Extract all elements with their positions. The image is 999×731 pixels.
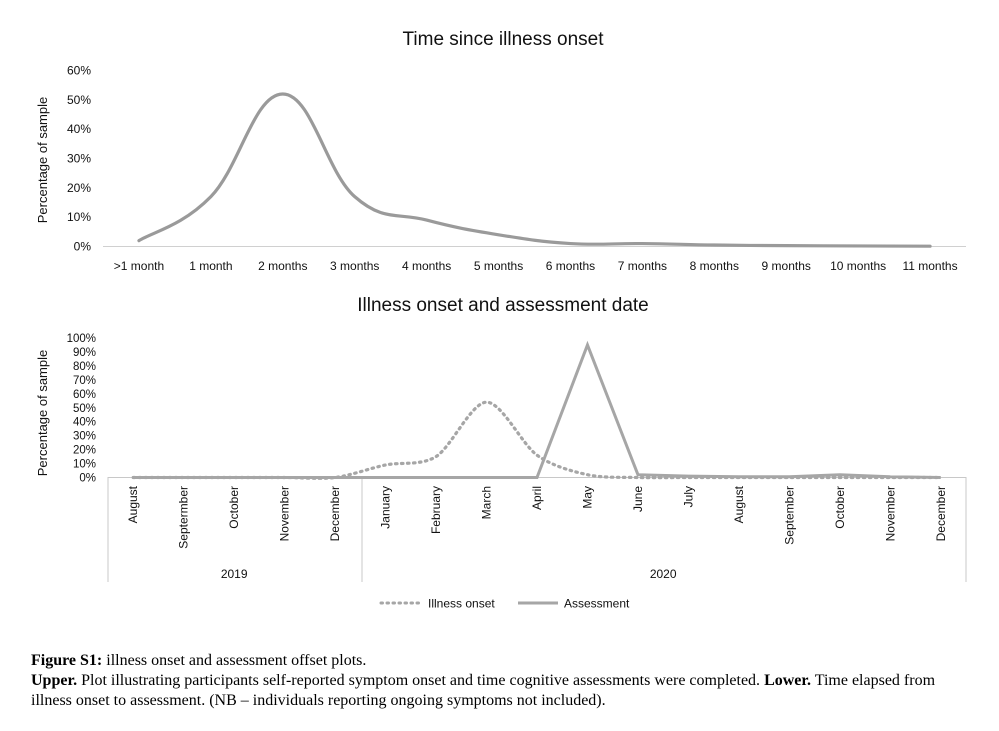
year-group-2020: 2020 xyxy=(650,567,677,581)
lower-x-tick-16-december: December xyxy=(934,486,948,541)
caption-upper-label: Upper. xyxy=(31,672,78,689)
lower-x-tick-14-october: October xyxy=(833,486,847,529)
upper-chart-title: Time since illness onset xyxy=(403,29,605,50)
lower-y-tick-10: 10% xyxy=(73,459,96,471)
upper-y-tick-40: 40% xyxy=(67,122,91,136)
upper-x-tick-11-months: 11 months xyxy=(902,259,957,273)
caption-label: Figure S1: xyxy=(31,652,103,669)
lower-x-tick-5-january: January xyxy=(379,486,393,529)
upper-x-tick-6-months: 6 months xyxy=(546,259,595,273)
lower-x-tick-4-december: December xyxy=(328,486,342,541)
lower-y-tick-90: 90% xyxy=(73,347,96,359)
lower-y-tick-0: 0% xyxy=(79,473,96,485)
upper-x-tick-5-months: 5 months xyxy=(474,259,523,273)
lower-x-tick-1-septermber: Septermber xyxy=(177,486,191,549)
lower-x-tick-7-march: March xyxy=(480,486,494,519)
lower-y-tick-80: 80% xyxy=(73,361,96,373)
upper-x-tick-3-months: 3 months xyxy=(330,259,379,273)
lower-y-tick-50: 50% xyxy=(73,403,96,415)
caption-upper-text: Plot illustrating participants self-repo… xyxy=(77,672,765,689)
lower-y-tick-100: 100% xyxy=(67,333,96,345)
upper-y-tick-30: 30% xyxy=(67,152,91,166)
lower-x-tick-6-february: February xyxy=(429,486,443,534)
lower-chart-title: Illness onset and assessment date xyxy=(357,295,649,316)
lower-x-tick-12-august: August xyxy=(732,485,746,523)
lower-y-tick-40: 40% xyxy=(73,417,96,429)
lower-x-tick-3-november: November xyxy=(278,486,292,541)
lower-x-tick-13-september: September xyxy=(782,486,796,545)
lower-y-axis-label: Percentage of sample xyxy=(35,350,50,476)
upper-x-tick-4-months: 4 months xyxy=(402,259,451,273)
upper-y-tick-20: 20% xyxy=(67,181,91,195)
lower-y-tick-20: 20% xyxy=(73,445,96,457)
assessment-line xyxy=(133,340,941,479)
upper-y-tick-10: 10% xyxy=(67,210,91,224)
lower-x-tick-11-july: July xyxy=(681,486,695,507)
lower-y-tick-70: 70% xyxy=(73,375,96,387)
legend-label-illness-onset: Illness onset xyxy=(428,597,495,611)
lower-x-tick-10-june: June xyxy=(631,486,645,512)
upper-y-tick-0: 0% xyxy=(74,240,92,254)
lower-x-tick-2-october: October xyxy=(227,486,241,529)
upper-x-tick-2-months: 2 months xyxy=(258,259,307,273)
upper-chart: Time since illness onset Percentage of s… xyxy=(35,29,966,273)
upper-x-tick-10-months: 10 months xyxy=(830,259,886,273)
lower-y-tick-30: 30% xyxy=(73,431,96,443)
lower-x-tick-9-may: May xyxy=(580,486,594,509)
caption-lower-text: Time elapsed from illness onset to asses… xyxy=(31,672,936,709)
upper-x-tick-8-months: 8 months xyxy=(690,259,739,273)
upper-x-tick-7-months: 7 months xyxy=(618,259,667,273)
illness-onset-line xyxy=(131,400,943,480)
caption-lower-label: Lower. xyxy=(764,672,812,689)
figure-caption: Figure S1: illness onset and assessment … xyxy=(31,651,966,711)
upper-y-tick-50: 50% xyxy=(67,93,91,107)
lower-y-tick-60: 60% xyxy=(73,389,96,401)
upper-y-tick-60: 60% xyxy=(67,64,91,78)
figure: Time since illness onset Percentage of s… xyxy=(35,29,967,611)
upper-x-tick-9-months: 9 months xyxy=(762,259,811,273)
lower-x-tick-15-november: November xyxy=(883,486,897,541)
lower-chart: Illness onset and assessment date Percen… xyxy=(35,295,967,611)
legend: Illness onset Assessment xyxy=(379,597,630,611)
legend-label-assessment: Assessment xyxy=(564,597,630,611)
upper-x-tick-1-month: >1 month xyxy=(114,259,164,273)
lower-x-tick-8-april: April xyxy=(530,486,544,510)
caption-text: illness onset and assessment offset plot… xyxy=(102,652,367,669)
year-group-2019: 2019 xyxy=(221,567,248,581)
upper-x-tick-1-month: 1 month xyxy=(189,259,232,273)
lower-x-tick-0-august: August xyxy=(126,485,140,523)
upper-series-line xyxy=(137,92,932,248)
upper-y-axis-label: Percentage of sample xyxy=(35,97,50,223)
